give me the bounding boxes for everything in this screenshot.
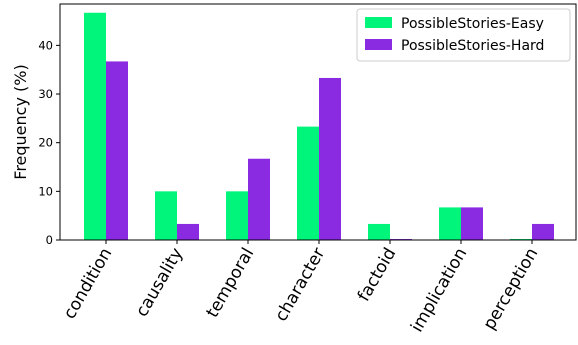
- x-axis: condition causality temporal character facto…: [60, 240, 542, 336]
- bar-factoid-easy: [368, 223, 390, 240]
- x-tick-label-factoid: factoid: [354, 245, 400, 306]
- bar-temporal-easy: [226, 191, 248, 240]
- y-tick-label: 10: [38, 184, 53, 198]
- x-tick-label-perception: perception: [479, 245, 542, 334]
- y-axis-label: Frequency (%): [11, 64, 30, 179]
- x-tick-label-implication: implication: [407, 245, 471, 336]
- y-tick-label: 20: [38, 136, 53, 150]
- legend-swatch-hard: [365, 39, 392, 50]
- legend-box: [356, 8, 571, 62]
- legend: PossibleStories-Easy PossibleStories-Hard: [356, 8, 571, 62]
- bar-temporal-hard: [248, 158, 270, 240]
- x-tick-label-temporal: temporal: [203, 245, 259, 322]
- y-axis: 0 10 20 30 40: [38, 38, 60, 247]
- bar-perception-hard: [532, 223, 554, 240]
- bar-character-hard: [319, 77, 341, 240]
- legend-label-easy: PossibleStories-Easy: [401, 16, 544, 32]
- bar-causality-easy: [155, 191, 177, 240]
- y-tick-label: 40: [38, 38, 53, 52]
- x-tick-label-condition: condition: [60, 245, 117, 323]
- bar-condition-easy: [84, 12, 106, 241]
- bar-character-easy: [297, 126, 319, 240]
- y-tick-label: 0: [46, 233, 53, 247]
- legend-swatch-easy: [365, 17, 392, 28]
- plot-frame: [59, 3, 577, 241]
- bars-layer: [84, 12, 554, 241]
- y-tick-label: 30: [38, 87, 53, 101]
- bar-condition-hard: [106, 61, 128, 241]
- x-tick-label-causality: causality: [132, 245, 187, 321]
- bar-implication-hard: [461, 207, 483, 240]
- x-tick-label-character: character: [271, 244, 329, 325]
- bar-implication-easy: [439, 207, 461, 240]
- bar-causality-hard: [177, 223, 199, 240]
- legend-label-hard: PossibleStories-Hard: [401, 38, 544, 54]
